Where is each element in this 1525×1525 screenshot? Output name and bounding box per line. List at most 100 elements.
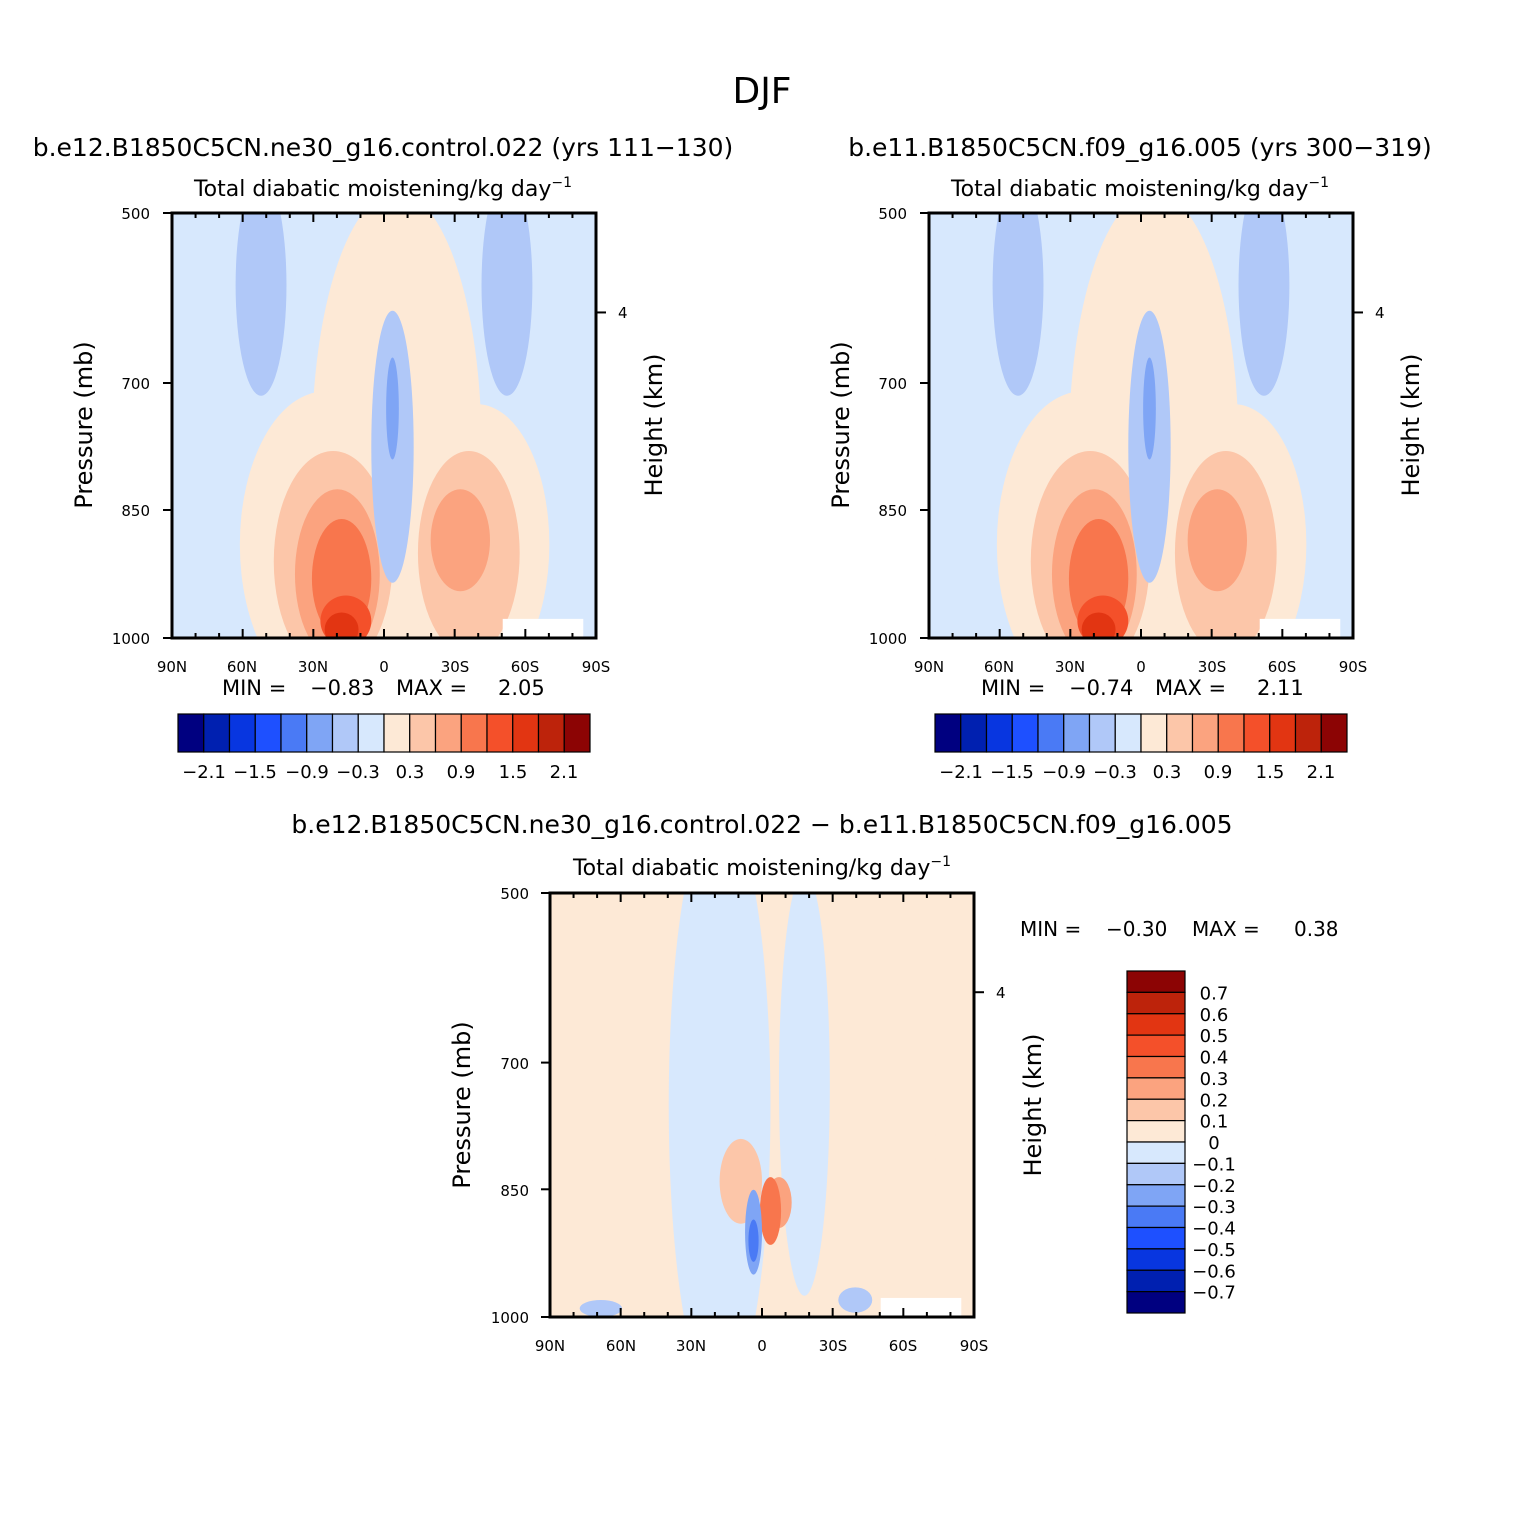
- colorbar-swatch: [1320, 713, 1348, 753]
- colorbar-swatch: [486, 713, 514, 753]
- contour-band: [1187, 489, 1247, 592]
- min-value: −0.30: [1106, 917, 1167, 941]
- x-tick-label: 60S: [511, 658, 540, 676]
- colorbar-swatch: [1126, 1248, 1186, 1271]
- colorbar-swatch: [1126, 1098, 1186, 1122]
- missing-data-region: [502, 618, 584, 638]
- colorbar-swatch: [1063, 713, 1091, 753]
- panel-difference: b.e12.B1850C5CN.ne30_g16.control.022 − b…: [291, 810, 1339, 1355]
- colorbar-swatch: [1114, 713, 1142, 753]
- colorbar-swatch: [409, 713, 437, 753]
- x-tick-label: 60N: [227, 658, 257, 676]
- colorbar-swatch: [280, 713, 308, 753]
- x-tick-label: 90S: [1339, 658, 1368, 676]
- colorbar-swatch: [254, 713, 282, 753]
- panel-subtitle: Total diabatic moistening/kg day−1: [950, 175, 1329, 202]
- colorbar-swatch: [1269, 713, 1297, 753]
- colorbar-swatch: [1126, 1034, 1186, 1058]
- colorbar-swatch: [1126, 1141, 1186, 1164]
- colorbar-swatch: [1126, 1013, 1186, 1036]
- colorbar-swatch: [1217, 713, 1245, 753]
- y-tick-label: 1000: [491, 1309, 529, 1327]
- max-value: 0.38: [1294, 917, 1339, 941]
- colorbar-swatch: [1166, 713, 1194, 753]
- y-right-tick-label: 4: [618, 304, 628, 322]
- colorbar-swatch: [460, 713, 488, 753]
- y-tick-label: 850: [500, 1182, 529, 1200]
- stats-line: MIN = −0.83 MAX = 2.05: [222, 676, 545, 700]
- contour-band: [579, 1300, 623, 1317]
- y-tick-labels: 500 700 850 1000: [869, 205, 907, 648]
- colorbar-swatch: [563, 713, 591, 753]
- colorbar-label: 0.2: [1200, 1090, 1229, 1111]
- contour-band: [1238, 213, 1290, 396]
- contour-band: [778, 893, 830, 1296]
- colorbar-label: 0.9: [1204, 762, 1233, 783]
- colorbar-labels: −2.1 −1.5 −0.9 −0.3 0.3 0.9 1.5 2.1: [939, 762, 1335, 783]
- colorbar-label: −0.1: [1192, 1154, 1236, 1175]
- panel-reference: b.e11.B1850C5CN.f09_g16.005 (yrs 300−319…: [827, 133, 1432, 783]
- colorbar-swatch: [383, 713, 411, 753]
- colorbar-swatch: [1126, 1205, 1186, 1229]
- y-tick-labels: 500 700 850 1000: [112, 205, 150, 648]
- stats-line: MIN = −0.30 MAX = 0.38: [1020, 917, 1339, 941]
- contour-band: [992, 213, 1044, 396]
- contour-field: [550, 893, 974, 1317]
- colorbar-swatch: [1126, 1120, 1186, 1143]
- panel-subtitle: Total diabatic moistening/kg day−1: [193, 175, 572, 202]
- y-tick-label: 500: [500, 885, 529, 903]
- y-tick-label: 500: [121, 205, 150, 223]
- colorbar-label: 1.5: [499, 762, 528, 783]
- contour-band: [838, 1287, 873, 1313]
- contour-band: [1143, 357, 1156, 460]
- x-tick-label: 30S: [819, 1337, 848, 1355]
- colorbar-label: −0.3: [1093, 762, 1137, 783]
- x-tick-label: 30S: [441, 658, 470, 676]
- colorbar-swatch: [1126, 1184, 1186, 1207]
- x-tick-label: 60S: [889, 1337, 918, 1355]
- x-tick-label: 60N: [984, 658, 1014, 676]
- x-tick-label: 90N: [914, 658, 944, 676]
- colorbar-label: −0.6: [1192, 1261, 1236, 1282]
- min-label: MIN =: [222, 676, 286, 700]
- colorbar-swatch: [1126, 1055, 1186, 1079]
- contour-band: [481, 213, 533, 396]
- x-tick-label: 90N: [535, 1337, 565, 1355]
- y-tick-label: 850: [878, 502, 907, 520]
- min-label: MIN =: [981, 676, 1045, 700]
- y-right-tick-label: 4: [1375, 304, 1385, 322]
- colorbar-label: −0.7: [1192, 1283, 1236, 1304]
- contour-band: [324, 612, 359, 638]
- colorbar-swatch: [1088, 713, 1116, 753]
- figure-title: DJF: [732, 71, 791, 112]
- max-label: MAX =: [1155, 676, 1226, 700]
- colorbar-label: 0: [1208, 1133, 1219, 1154]
- x-tick-label: 30N: [1055, 658, 1085, 676]
- colorbar-swatch: [1140, 713, 1168, 753]
- colorbar-swatch: [434, 713, 462, 753]
- y-tick-label: 700: [500, 1055, 529, 1073]
- x-tick-label: 30N: [298, 658, 328, 676]
- colorbar-label: −0.9: [285, 762, 329, 783]
- y-tick-label: 1000: [869, 630, 907, 648]
- y-tick-label: 700: [121, 375, 150, 393]
- colorbar-label: −1.5: [233, 762, 277, 783]
- colorbar-swatch: [537, 713, 565, 753]
- colorbar-label: −0.9: [1042, 762, 1086, 783]
- min-value: −0.83: [310, 676, 374, 700]
- x-tick-labels: 90N 60N 30N 0 30S 60S 90S: [535, 1337, 988, 1355]
- colorbar-swatch: [1126, 1226, 1186, 1250]
- y-right-axis-label: Height (km): [1397, 354, 1425, 497]
- x-tick-label: 60N: [606, 1337, 636, 1355]
- colorbar-swatch: [177, 713, 205, 753]
- colorbar-label: 0.3: [1200, 1069, 1229, 1090]
- colorbar-swatch: [1243, 713, 1271, 753]
- colorbar-swatch: [960, 713, 988, 753]
- y-axis-label: Pressure (mb): [827, 341, 855, 508]
- colorbar: [177, 713, 591, 753]
- y-tick-label: 700: [878, 375, 907, 393]
- max-value: 2.11: [1257, 676, 1304, 700]
- colorbar-swatch: [1294, 713, 1322, 753]
- colorbar-swatch: [1011, 713, 1039, 753]
